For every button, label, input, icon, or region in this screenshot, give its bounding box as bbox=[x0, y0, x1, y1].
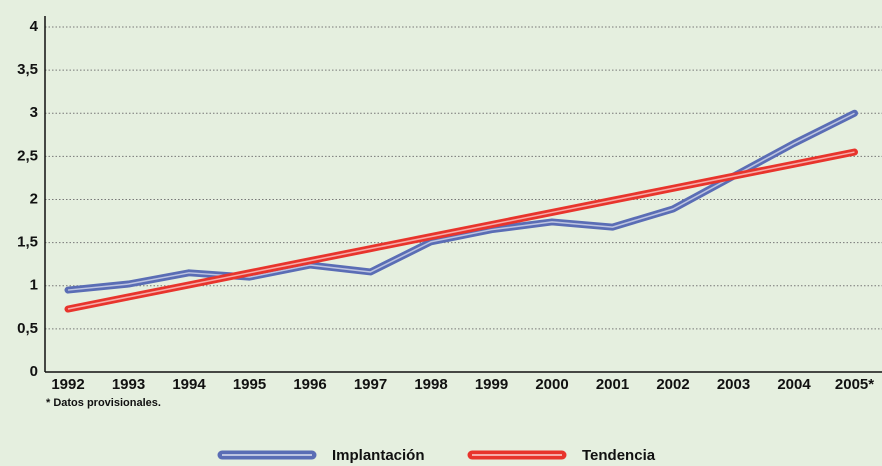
y-tick-label: 0 bbox=[30, 363, 38, 380]
y-tick-label: 1,5 bbox=[17, 234, 38, 251]
x-tick-label: 2003 bbox=[717, 376, 750, 393]
x-tick-label: 1998 bbox=[414, 376, 447, 393]
x-tick-label: 2004 bbox=[777, 376, 811, 393]
y-tick-label: 2 bbox=[30, 190, 38, 207]
x-tick-label: 1993 bbox=[112, 376, 145, 393]
y-tick-label: 3,5 bbox=[17, 61, 38, 78]
y-tick-label: 4 bbox=[30, 18, 39, 35]
x-tick-label: 2002 bbox=[656, 376, 689, 393]
line-highlight bbox=[67, 151, 855, 310]
legend-label: Tendencia bbox=[582, 447, 656, 464]
x-tick-label: 2000 bbox=[535, 376, 568, 393]
x-tick-label: 1995 bbox=[233, 376, 266, 393]
x-tick-label: 1994 bbox=[172, 376, 206, 393]
x-tick-label: 1999 bbox=[475, 376, 508, 393]
x-tick-label: 2001 bbox=[596, 376, 629, 393]
footnote: * Datos provisionales. bbox=[46, 397, 161, 409]
x-tick-label: 1997 bbox=[354, 376, 387, 393]
x-tick-label: 2005* bbox=[835, 376, 874, 393]
y-tick-label: 2,5 bbox=[17, 147, 38, 164]
y-tick-label: 3 bbox=[30, 104, 38, 121]
y-tick-label: 0,5 bbox=[17, 320, 38, 337]
x-tick-label: 1996 bbox=[293, 376, 326, 393]
y-tick-label: 1 bbox=[30, 277, 38, 294]
x-tick-label: 1992 bbox=[51, 376, 84, 393]
legend-label: Implantación bbox=[332, 447, 425, 464]
